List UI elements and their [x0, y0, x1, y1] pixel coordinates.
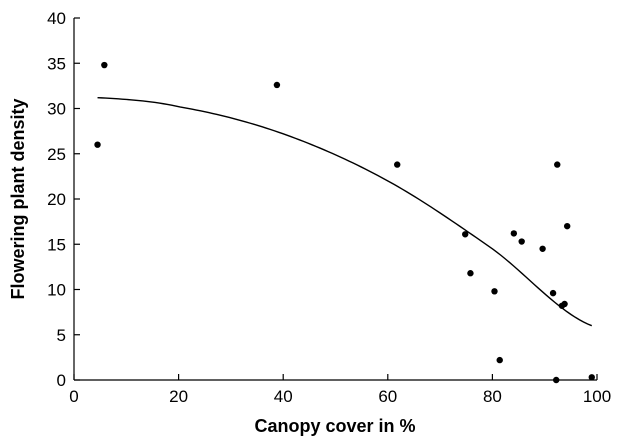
- data-point: [491, 288, 498, 295]
- x-axis-ticks: 0 20 40 60 80 100: [69, 374, 611, 406]
- y-axis-ticks: 0 5 10 15 20 25 30 35 40: [47, 9, 80, 390]
- data-point: [518, 238, 525, 245]
- y-tick-label: 0: [57, 371, 66, 390]
- data-point: [554, 161, 561, 168]
- y-tick-label: 30: [47, 100, 66, 119]
- x-tick-label: 0: [69, 387, 78, 406]
- y-tick-label: 40: [47, 9, 66, 28]
- data-point: [394, 161, 401, 168]
- data-point: [563, 222, 571, 230]
- x-tick-label: 80: [483, 387, 502, 406]
- data-point: [510, 230, 518, 237]
- y-tick-label: 15: [47, 235, 66, 254]
- data-point: [273, 81, 281, 89]
- data-point: [94, 141, 101, 148]
- fit-line: [97, 96, 593, 327]
- data-point: [101, 61, 108, 69]
- data-point: [588, 374, 595, 381]
- x-axis-title: Canopy cover in %: [254, 416, 415, 436]
- plot-area: 0 20 40 60 80 100 0 5 10 15 20 25 30 35 40: [47, 9, 611, 406]
- x-tick-label: 100: [583, 387, 611, 406]
- y-tick-label: 20: [47, 190, 66, 209]
- x-tick-label: 40: [274, 387, 293, 406]
- data-point: [553, 376, 560, 384]
- x-tick-label: 20: [169, 387, 188, 406]
- y-tick-label: 35: [47, 54, 66, 73]
- y-axis-title: Flowering plant density: [8, 98, 28, 299]
- data-point: [549, 289, 557, 297]
- x-tick-label: 60: [378, 387, 397, 406]
- data-points: [94, 61, 595, 384]
- data-point: [467, 270, 474, 277]
- data-point: [496, 356, 503, 364]
- y-tick-label: 25: [47, 145, 66, 164]
- y-tick-label: 5: [57, 326, 66, 345]
- y-tick-label: 10: [47, 281, 66, 300]
- data-point: [539, 245, 546, 252]
- data-point: [561, 300, 568, 308]
- data-point: [462, 231, 469, 238]
